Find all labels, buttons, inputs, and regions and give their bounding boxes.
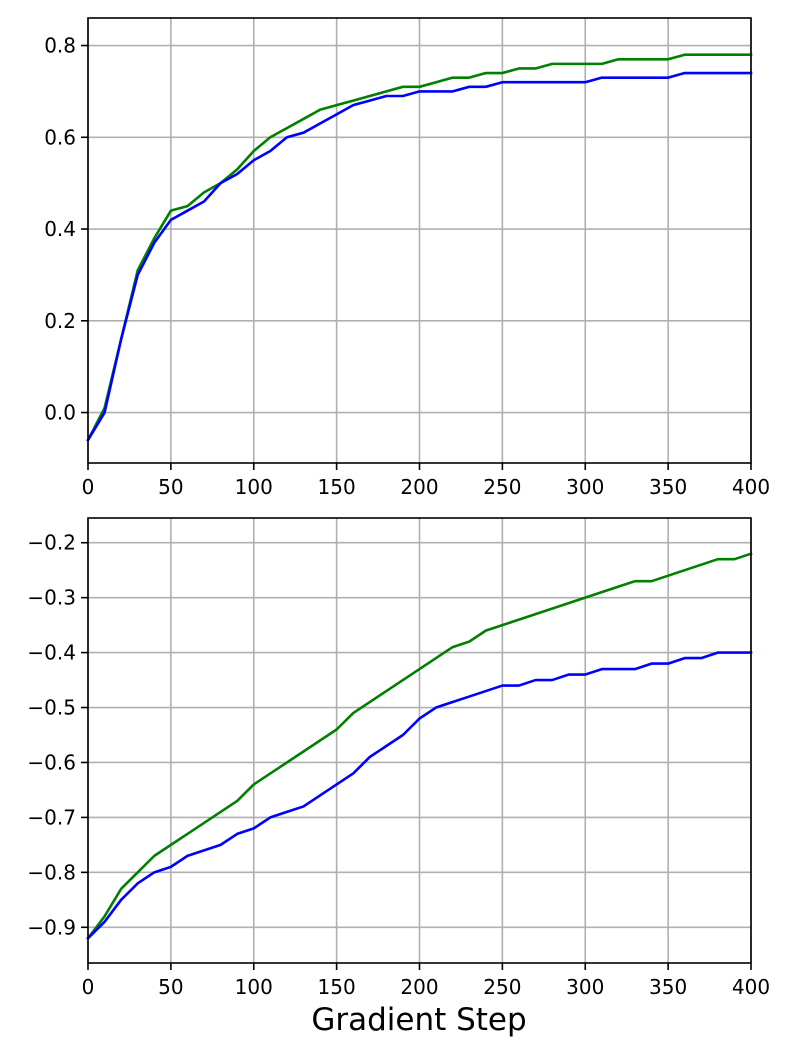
bottom-y-tick-label: −0.9 [27, 915, 76, 939]
top-panel: 0 50 100 150 200 250 300 350 400 0.0 0.2 0.4 0.6 0.8 [44, 17, 770, 499]
top-x-tick-label: 400 [732, 475, 770, 499]
top-x-tick-label: 100 [235, 475, 273, 499]
bottom-y-tick-label: −0.6 [27, 750, 76, 774]
top-x-tick-label: 300 [566, 475, 604, 499]
bottom-x-tick-label: 100 [235, 975, 273, 999]
bottom-x-tick-label: 50 [158, 975, 183, 999]
bottom-x-tick-label: 250 [483, 975, 521, 999]
bottom-x-tick-label: 150 [318, 975, 356, 999]
top-x-tick-label: 0 [82, 475, 95, 499]
top-x-tick-label: 50 [158, 475, 183, 499]
bottom-y-tick-label: −0.8 [27, 860, 76, 884]
bottom-series-line-blue [86, 651, 753, 941]
top-x-tick-label: 350 [649, 475, 687, 499]
bottom-panel: 0 50 100 150 200 250 300 350 400 −0.9 −0.8 −0.7 −0.6… [27, 517, 770, 999]
top-y-tick-label: 0.0 [44, 401, 76, 425]
bottom-x-tick-label: 350 [649, 975, 687, 999]
bottom-y-tick-label: −0.2 [27, 531, 76, 555]
bottom-x-tick-label: 200 [400, 975, 438, 999]
bottom-series-line-green [86, 552, 753, 941]
bottom-x-tick-label: 400 [732, 975, 770, 999]
top-y-tick-label: 0.2 [44, 309, 76, 333]
top-series-line-green [86, 53, 753, 442]
bottom-y-tick-label: −0.7 [27, 805, 76, 829]
x-axis-label: Gradient Step [311, 1002, 526, 1038]
top-x-tick-label: 150 [318, 475, 356, 499]
top-y-tick-label: 0.6 [44, 125, 76, 149]
bottom-x-tick-label: 0 [82, 975, 95, 999]
top-y-tick-label: 0.4 [44, 217, 76, 241]
bottom-y-tick-label: −0.4 [27, 641, 76, 665]
top-series-line-blue [86, 71, 753, 442]
top-y-tick-label: 0.8 [44, 34, 76, 58]
bottom-x-tick-label: 300 [566, 975, 604, 999]
bottom-y-tick-label: −0.3 [27, 586, 76, 610]
bottom-y-tick-label: −0.5 [27, 696, 76, 720]
top-x-tick-label: 250 [483, 475, 521, 499]
top-x-tick-label: 200 [400, 475, 438, 499]
